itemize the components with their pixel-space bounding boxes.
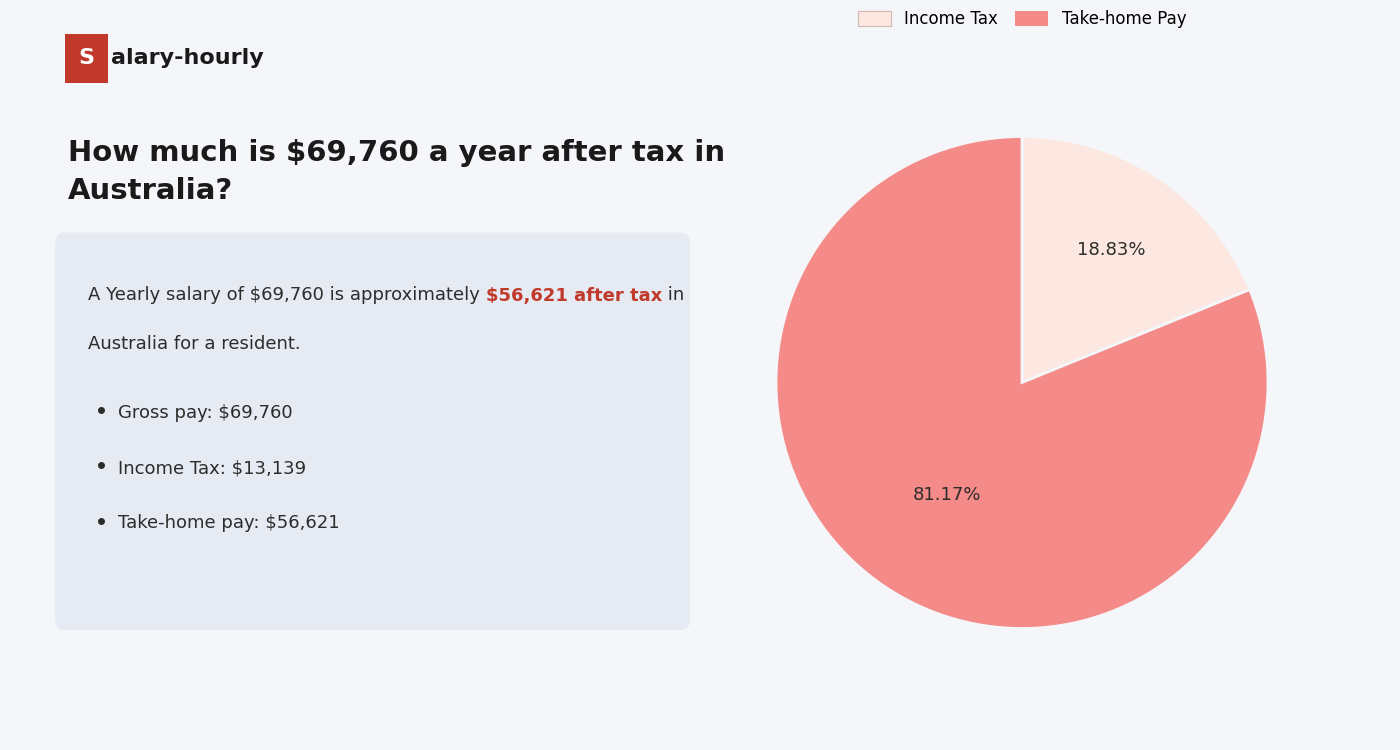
Text: How much is $69,760 a year after tax in
Australia?: How much is $69,760 a year after tax in … [69,139,725,205]
Text: alary-hourly: alary-hourly [111,48,263,68]
Text: in: in [662,286,685,304]
FancyBboxPatch shape [55,232,690,630]
FancyBboxPatch shape [64,34,108,82]
Text: 81.17%: 81.17% [913,486,981,504]
Text: Gross pay: $69,760: Gross pay: $69,760 [118,404,293,422]
Text: Australia for a resident.: Australia for a resident. [88,335,301,353]
Text: A Yearly salary of $69,760 is approximately: A Yearly salary of $69,760 is approximat… [88,286,486,304]
Text: Take-home pay: $56,621: Take-home pay: $56,621 [118,514,339,532]
Legend: Income Tax, Take-home Pay: Income Tax, Take-home Pay [851,4,1193,34]
Wedge shape [1022,136,1250,382]
Wedge shape [776,136,1268,628]
Text: Income Tax: $13,139: Income Tax: $13,139 [118,459,305,477]
Text: $56,621 after tax: $56,621 after tax [486,286,662,304]
Text: S: S [78,48,94,68]
Text: 18.83%: 18.83% [1077,241,1145,259]
